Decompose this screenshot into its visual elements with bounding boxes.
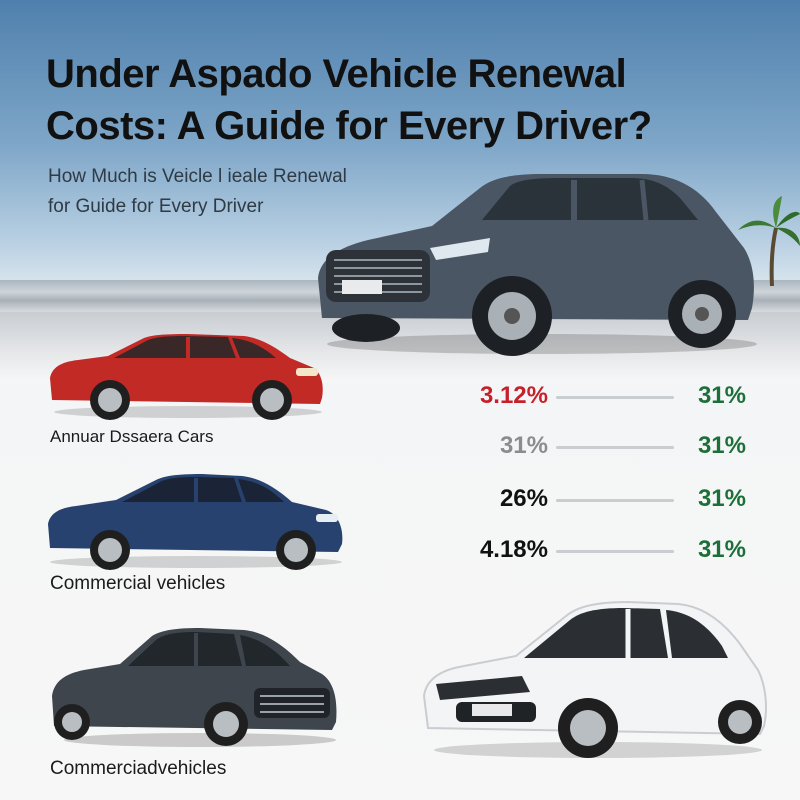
white-sedan-image [422,600,767,758]
rate-right: 31% [697,432,746,459]
rate-row: 4.18% 31% [456,536,756,566]
subheading-line-2: for Guide for Every Driver [48,196,264,217]
rate-row: 26% 31% [456,485,756,515]
rate-connector [556,446,674,449]
label-cars: Annuar Dssaera Cars [50,427,214,446]
rate-left: 26% [499,485,548,512]
blue-sedan-image [48,474,343,570]
rate-left: 4.18% [479,536,548,563]
rate-left: 31% [499,432,548,459]
headline-line-1: Under Aspado Vehicle Renewal [46,52,627,96]
suv-image [318,174,757,356]
red-hatchback-image [50,334,323,420]
grey-sedan-image [52,628,337,747]
palm-tree-icon [738,196,800,286]
rate-right: 31% [697,382,746,409]
rate-row: 3.12% 31% [456,382,756,412]
subheading-line-1: How Much is Veicle l ieale Renewal [48,166,347,187]
headline-line-2: Costs: A Guide for Every Driver? [46,104,652,148]
label-commercial-vehicles-2: Commerciadvehicles [50,758,227,779]
rate-connector [556,396,674,399]
label-commercial-vehicles: Commercial vehicles [50,573,226,594]
rate-row: 31% 31% [456,432,756,462]
rate-right: 31% [697,536,746,563]
headline: Under Aspado Vehicle Renewal Costs: A Gu… [46,48,766,152]
rate-right: 31% [697,485,746,512]
rate-connector [556,550,674,553]
rate-left: 3.12% [479,382,548,409]
subheading: How Much is Veicle l ieale Renewal for G… [48,162,428,222]
rate-connector [556,499,674,502]
